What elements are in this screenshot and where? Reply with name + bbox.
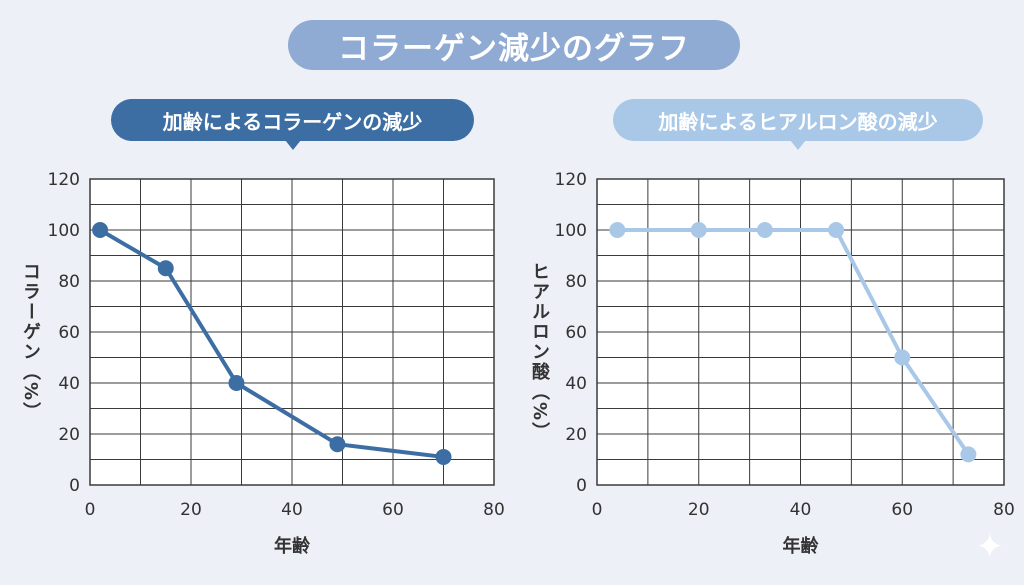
main-title: コラーゲン減少のグラフ <box>288 20 740 70</box>
right-plot-border <box>596 178 1005 486</box>
left-data-point <box>435 448 452 465</box>
right-x-tick-label: 0 <box>592 500 603 520</box>
right-x-axis-label: 年齢 <box>783 535 820 557</box>
right-x-tick-label: 20 <box>688 500 710 520</box>
hyaluronic-chart: 0 20 40 60 80 100 120 0 20 40 60 80 年齢 <box>555 170 1015 557</box>
left-data-point <box>157 260 174 277</box>
right-y-tick-label: 0 <box>576 476 587 496</box>
right-x-tick-label: 40 <box>790 500 812 520</box>
right-x-tick-label: 80 <box>993 500 1015 520</box>
right-y-tick-label: 120 <box>555 170 587 190</box>
right-y-tick-label: 60 <box>565 323 587 343</box>
right-data-point <box>828 222 845 238</box>
right-series-line <box>617 228 971 456</box>
right-chart-title: 加齢によるヒアルロン酸の減少 <box>613 99 983 150</box>
left-data-point <box>329 436 346 453</box>
right-data-point <box>609 222 626 238</box>
left-data-point <box>228 375 245 391</box>
left-y-tick-label: 60 <box>58 323 80 343</box>
left-x-tick-label: 40 <box>281 500 303 520</box>
right-data-point <box>756 222 773 238</box>
right-x-tick-label: 60 <box>891 500 913 520</box>
right-y-axis-label: ヒアルロン酸（%） <box>529 262 550 443</box>
left-y-tick-label: 120 <box>48 170 80 190</box>
right-y-tick-label: 40 <box>565 374 587 394</box>
left-x-tick-label: 0 <box>85 500 96 520</box>
right-data-point <box>690 222 707 238</box>
left-y-tick-label: 80 <box>58 272 80 292</box>
left-x-tick-label: 60 <box>382 500 404 520</box>
right-y-tick-label: 100 <box>555 221 587 241</box>
right-data-point <box>894 349 911 366</box>
left-x-tick-label: 20 <box>180 500 202 520</box>
left-chart-title: 加齢によるコラーゲンの減少 <box>111 99 474 150</box>
left-x-axis-label: 年齢 <box>274 535 311 557</box>
left-y-tick-label: 20 <box>58 425 80 445</box>
left-y-tick-label: 40 <box>58 374 80 394</box>
collagen-chart: 0 20 40 60 80 100 120 0 20 40 60 80 年齢 <box>48 170 505 557</box>
left-y-tick-label: 100 <box>48 221 80 241</box>
sparkle-icon: ✦ <box>975 527 1005 567</box>
left-y-axis-label: コラーゲン（%） <box>20 262 41 423</box>
right-data-point <box>960 446 977 463</box>
left-x-tick-label: 80 <box>483 500 505 520</box>
left-data-point <box>92 222 109 238</box>
right-y-tick-label: 20 <box>565 425 587 445</box>
left-plot-border <box>89 178 495 486</box>
right-y-tick-label: 80 <box>565 272 587 292</box>
left-y-tick-label: 0 <box>69 476 80 496</box>
